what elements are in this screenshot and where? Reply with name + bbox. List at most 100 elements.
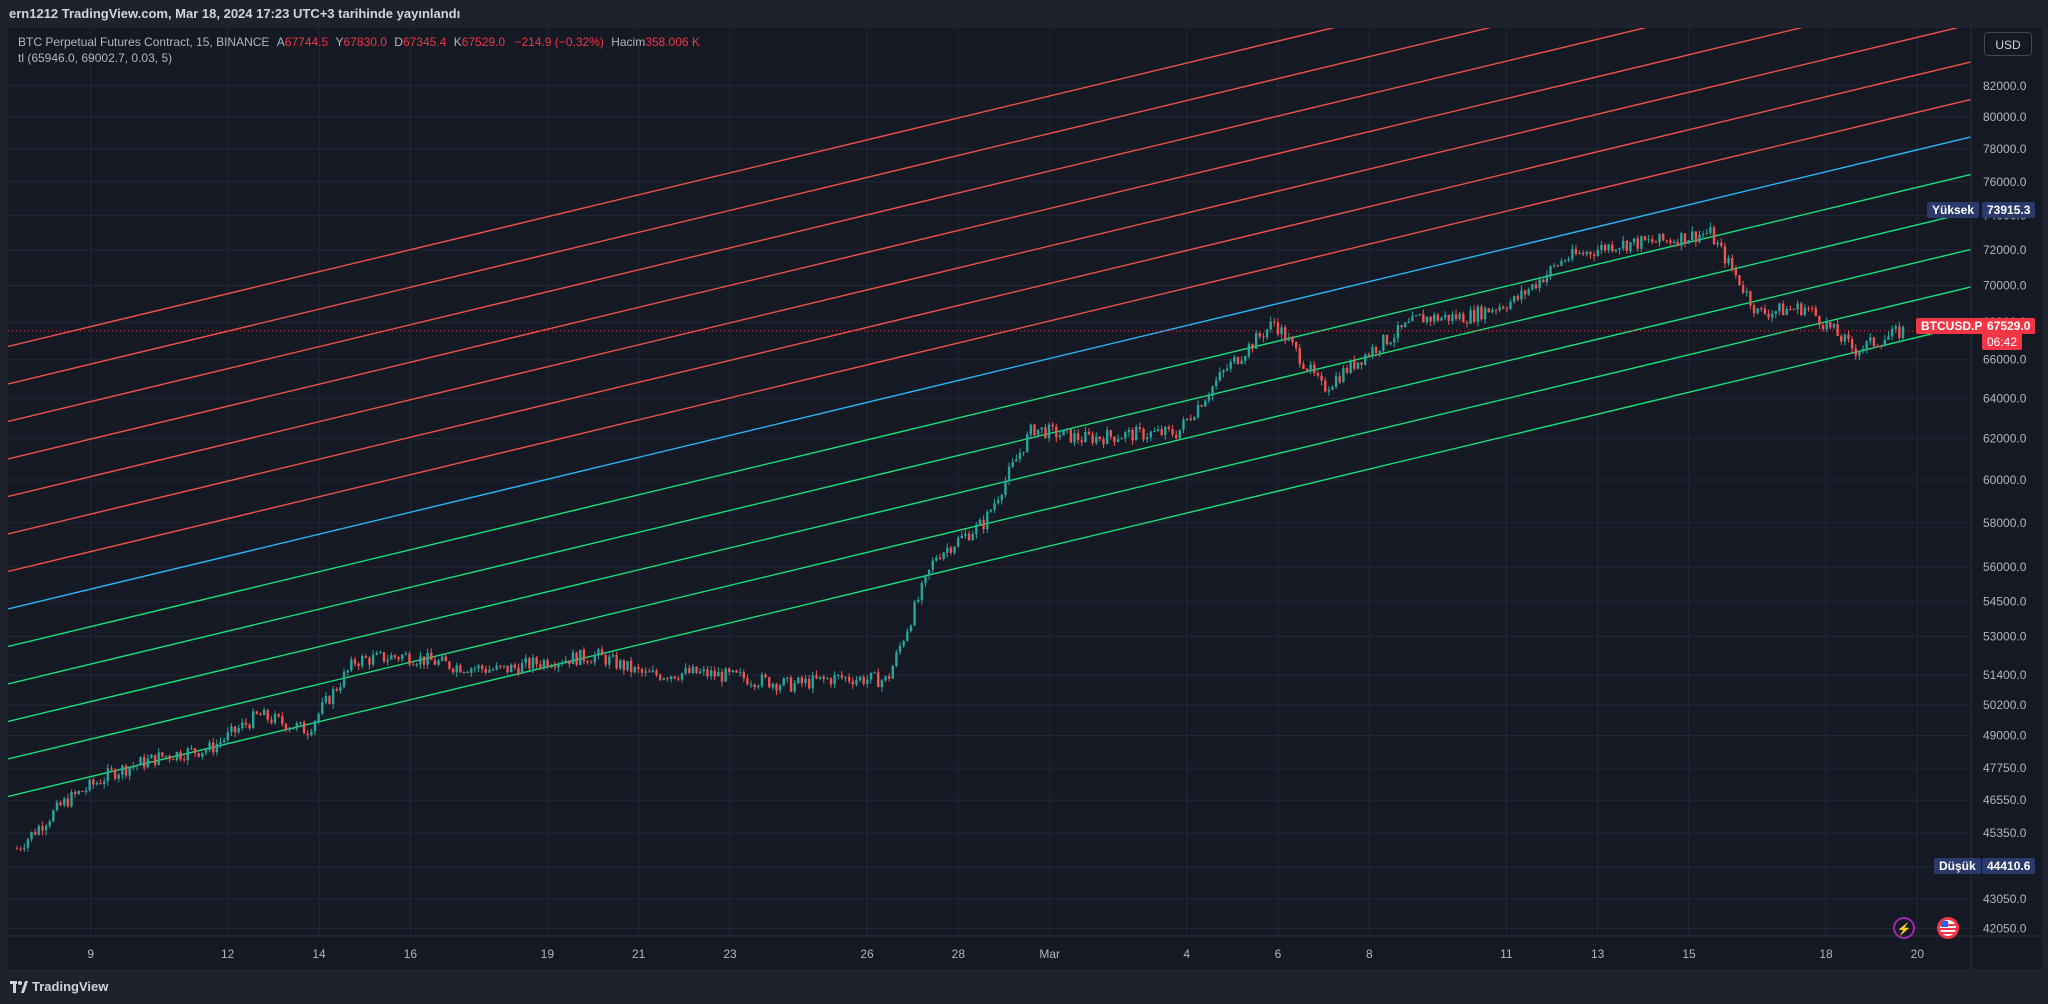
candle-body xyxy=(1269,321,1272,330)
symbol-title[interactable]: BTC Perpetual Futures Contract, 15, BINA… xyxy=(18,35,270,49)
candle-body xyxy=(746,678,749,685)
y-tick-label: 46550.0 xyxy=(1983,793,2027,807)
volume-label: Hacim xyxy=(611,35,646,49)
candle-body xyxy=(1007,466,1011,481)
candle-body xyxy=(375,652,378,655)
candle-body xyxy=(749,684,753,686)
candle-body xyxy=(869,672,873,680)
candle-body xyxy=(1712,227,1716,245)
candle-body xyxy=(1287,337,1291,341)
candle-body xyxy=(386,659,389,662)
candle-body xyxy=(1204,400,1207,407)
candle-body xyxy=(1629,242,1632,251)
tradingview-logo[interactable]: TradingView xyxy=(10,979,108,994)
candle-body xyxy=(1214,380,1218,387)
candle-body xyxy=(1582,252,1585,255)
candle-body xyxy=(1879,346,1883,348)
y-tick-label: 70000.0 xyxy=(1983,279,2027,293)
candle-body xyxy=(1164,426,1167,435)
candle-body xyxy=(161,752,164,757)
candle-body xyxy=(1116,439,1120,442)
candle-body xyxy=(1534,284,1538,289)
candle-body xyxy=(321,702,324,714)
candle-body xyxy=(1454,314,1458,320)
candle-body xyxy=(1382,334,1385,351)
candle-body xyxy=(1607,244,1610,251)
candle-body xyxy=(1233,357,1236,362)
candle-body xyxy=(531,657,535,669)
candle-body xyxy=(1785,308,1788,316)
channel-line-red xyxy=(8,28,1804,460)
candle-body xyxy=(1614,249,1618,252)
candle-body xyxy=(629,661,633,673)
candle-body xyxy=(1145,437,1149,440)
candle-body xyxy=(1734,269,1738,276)
chart-area[interactable]: 82000.080000.078000.076000.074000.072000… xyxy=(8,28,2042,969)
candle-body xyxy=(1185,418,1189,420)
candle-body xyxy=(633,666,636,673)
candle-body xyxy=(197,753,200,757)
candle-body xyxy=(1400,325,1403,328)
candle-body xyxy=(611,654,615,657)
candle-body xyxy=(644,671,647,673)
candle-body xyxy=(1182,419,1185,430)
high-marker-label: Yüksek xyxy=(1927,202,1980,218)
candle-body xyxy=(470,668,473,673)
candle-body xyxy=(262,709,266,716)
candle-body xyxy=(1087,431,1091,435)
candle-body xyxy=(1051,424,1054,427)
candle-body xyxy=(793,683,796,692)
candle-body xyxy=(942,552,945,559)
candle-body xyxy=(230,726,233,733)
candle-body xyxy=(1898,326,1901,338)
candle-body xyxy=(1814,308,1817,316)
candle-body xyxy=(335,688,338,691)
candle-body xyxy=(1694,231,1698,242)
candle-body xyxy=(1345,368,1349,373)
indicator-legend[interactable]: tl (65946.0, 69002.7, 0.03, 5) xyxy=(18,51,173,65)
candle-body xyxy=(724,668,727,682)
candle-body xyxy=(1262,336,1265,338)
candle-body xyxy=(1749,291,1752,306)
candle-body xyxy=(807,678,811,689)
candle-body xyxy=(168,755,171,760)
candle-body xyxy=(1651,239,1654,243)
candle-body xyxy=(1523,290,1527,295)
channel-line-red xyxy=(8,28,1960,498)
candle-body xyxy=(306,733,309,736)
candle-body xyxy=(404,653,408,655)
candle-body xyxy=(1396,325,1400,339)
x-tick-label: 14 xyxy=(312,947,326,961)
candle-body xyxy=(960,535,964,539)
candle-body xyxy=(855,679,858,685)
candle-body xyxy=(1047,424,1051,439)
candle-body xyxy=(488,669,491,673)
lightning-icon[interactable]: ⚡ xyxy=(1893,917,1915,939)
candle-body xyxy=(1770,313,1774,318)
candle-body xyxy=(288,728,291,730)
candle-body xyxy=(1363,354,1367,365)
candle-body xyxy=(480,665,484,669)
candle-body xyxy=(775,683,778,691)
candle-body xyxy=(1738,275,1741,286)
candle-body xyxy=(782,678,785,686)
candle-body xyxy=(1810,307,1814,309)
candle-body xyxy=(1621,240,1625,249)
us-flag-icon[interactable] xyxy=(1937,917,1959,939)
candle-body xyxy=(510,664,513,673)
currency-button[interactable]: USD xyxy=(1984,32,2032,56)
candle-body xyxy=(1647,239,1650,241)
candle-body xyxy=(1741,285,1745,293)
candle-body xyxy=(361,656,364,666)
chart-legend: BTC Perpetual Futures Contract, 15, BINA… xyxy=(18,34,700,66)
candle-body xyxy=(1567,259,1570,261)
candle-body xyxy=(291,728,295,730)
candle-body xyxy=(1091,434,1094,443)
channel-line-green xyxy=(8,211,1972,685)
candle-body xyxy=(502,665,506,667)
y-tick-label: 72000.0 xyxy=(1983,243,2027,257)
candle-body xyxy=(1836,324,1839,337)
price-chart[interactable]: 82000.080000.078000.076000.074000.072000… xyxy=(8,28,2042,969)
candle-body xyxy=(1291,337,1294,343)
candle-body xyxy=(1251,344,1254,349)
